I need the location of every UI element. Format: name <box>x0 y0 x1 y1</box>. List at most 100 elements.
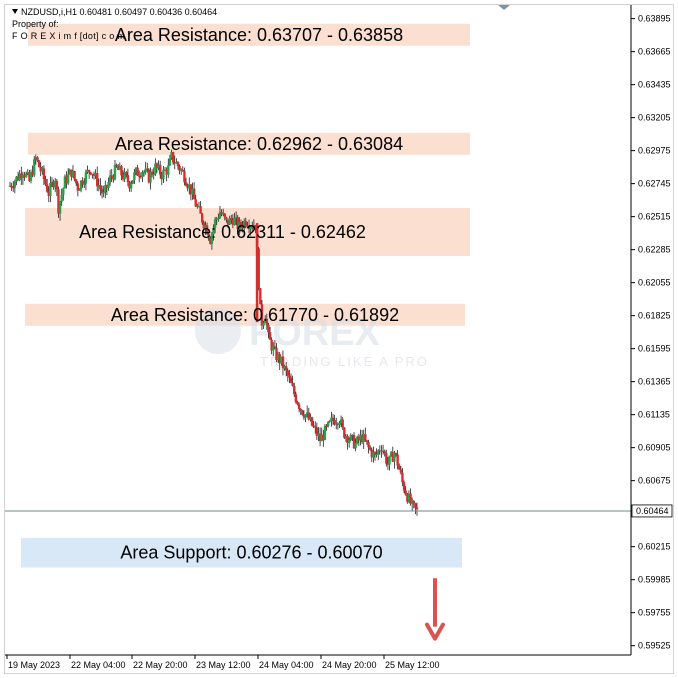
property-of-text: Property of: <box>12 19 59 29</box>
candle <box>42 165 46 186</box>
price-tick-label: 0.61595 <box>638 344 671 354</box>
candle <box>373 451 377 461</box>
candle <box>254 225 257 234</box>
candle <box>260 300 264 331</box>
candle <box>100 185 104 199</box>
candle <box>215 216 218 226</box>
candle <box>270 337 273 355</box>
brand-text: F O R E X i m f [dot] c o m <box>12 31 126 41</box>
candle <box>94 169 97 179</box>
candle <box>318 427 322 447</box>
candle <box>29 169 33 184</box>
candle <box>323 424 327 441</box>
candle <box>349 433 352 442</box>
candle <box>113 160 117 181</box>
candle <box>165 167 168 182</box>
candle <box>352 432 356 450</box>
candle <box>241 221 244 233</box>
price-tick-label: 0.61825 <box>638 311 671 321</box>
chart-shift-marker-icon[interactable] <box>498 5 510 10</box>
candle <box>360 430 364 445</box>
candle <box>96 166 99 192</box>
symbol-ohlc-text: NZDUSD,i,H1 0.60481 0.60497 0.60436 0.60… <box>21 7 218 17</box>
zone-box-resistance[interactable] <box>25 303 465 326</box>
candle <box>12 181 15 192</box>
zone-box-resistance[interactable] <box>25 208 470 256</box>
candle <box>115 163 118 168</box>
zone-box-resistance[interactable] <box>28 23 470 46</box>
candle <box>343 426 346 440</box>
candle <box>86 165 89 174</box>
candle <box>398 463 401 470</box>
candle <box>41 166 44 175</box>
candle <box>310 416 314 427</box>
candle <box>286 368 289 382</box>
candle <box>244 217 248 229</box>
candle <box>263 315 267 323</box>
candle <box>320 427 323 442</box>
candle <box>184 177 188 187</box>
candle <box>394 452 398 457</box>
candle <box>255 223 259 323</box>
candles-layer <box>8 149 419 516</box>
candle <box>268 327 272 340</box>
time-tick-label: 23 May 12:00 <box>196 660 251 670</box>
candle <box>126 168 130 187</box>
candle <box>133 168 136 185</box>
time-tick-label: 22 May 20:00 <box>133 660 188 670</box>
candle <box>170 149 173 160</box>
candle <box>209 236 212 245</box>
candle <box>333 414 336 426</box>
candle <box>236 214 239 232</box>
candle <box>141 170 144 183</box>
candle <box>118 162 122 171</box>
candle <box>55 178 59 197</box>
candle <box>283 364 286 371</box>
candle <box>129 180 133 192</box>
price-tick-label: 0.59755 <box>638 608 671 618</box>
candle <box>278 351 281 370</box>
watermark-tagline: TRADING LIKE A PRO <box>260 354 429 369</box>
candle <box>302 410 306 421</box>
price-tick-label: 0.59985 <box>638 575 671 585</box>
candle <box>194 194 197 207</box>
candle <box>188 177 191 195</box>
price-tick-label: 0.62285 <box>638 245 671 255</box>
time-scale[interactable]: 19 May 2023 22 May 04:00 22 May 20:00 23 Ma… <box>6 655 440 670</box>
candle <box>176 160 180 170</box>
candle <box>163 166 167 171</box>
candle <box>305 405 309 418</box>
candle <box>293 382 296 397</box>
price-tick-label: 0.61365 <box>638 377 671 387</box>
zone-box-resistance[interactable] <box>28 132 470 155</box>
candle <box>294 391 298 404</box>
candle <box>178 164 181 175</box>
candle <box>377 449 380 461</box>
chart-window[interactable]: FOREX TRADING LIKE A PRO Area Resistance… <box>4 4 674 674</box>
zone-box-support[interactable] <box>21 537 462 568</box>
price-chart[interactable]: FOREX TRADING LIKE A PRO Area Resistance… <box>5 5 673 673</box>
candle <box>239 219 243 233</box>
candle <box>372 446 375 463</box>
candle <box>225 216 228 223</box>
time-tick-label: 22 May 04:00 <box>71 660 126 670</box>
candle <box>68 168 71 175</box>
candle <box>192 182 196 200</box>
candle <box>252 219 256 229</box>
candle <box>144 161 147 175</box>
candle <box>207 233 210 241</box>
candle <box>181 166 185 172</box>
candle <box>393 450 396 469</box>
candle <box>196 203 199 209</box>
price-scale[interactable]: 0.63895 0.63665 0.63435 0.63205 0.62975 0.627… <box>631 14 673 651</box>
candle <box>191 182 194 200</box>
collapse-arrow-icon[interactable] <box>12 9 18 14</box>
candle <box>299 408 302 416</box>
candle <box>63 174 67 189</box>
candle <box>45 178 49 193</box>
candle <box>28 169 31 182</box>
candle <box>157 160 160 171</box>
candle <box>362 429 365 450</box>
zone-labels-layer: Area Resistance: 0.63707 - 0.63858 Area R… <box>79 25 403 563</box>
candle <box>107 177 110 191</box>
